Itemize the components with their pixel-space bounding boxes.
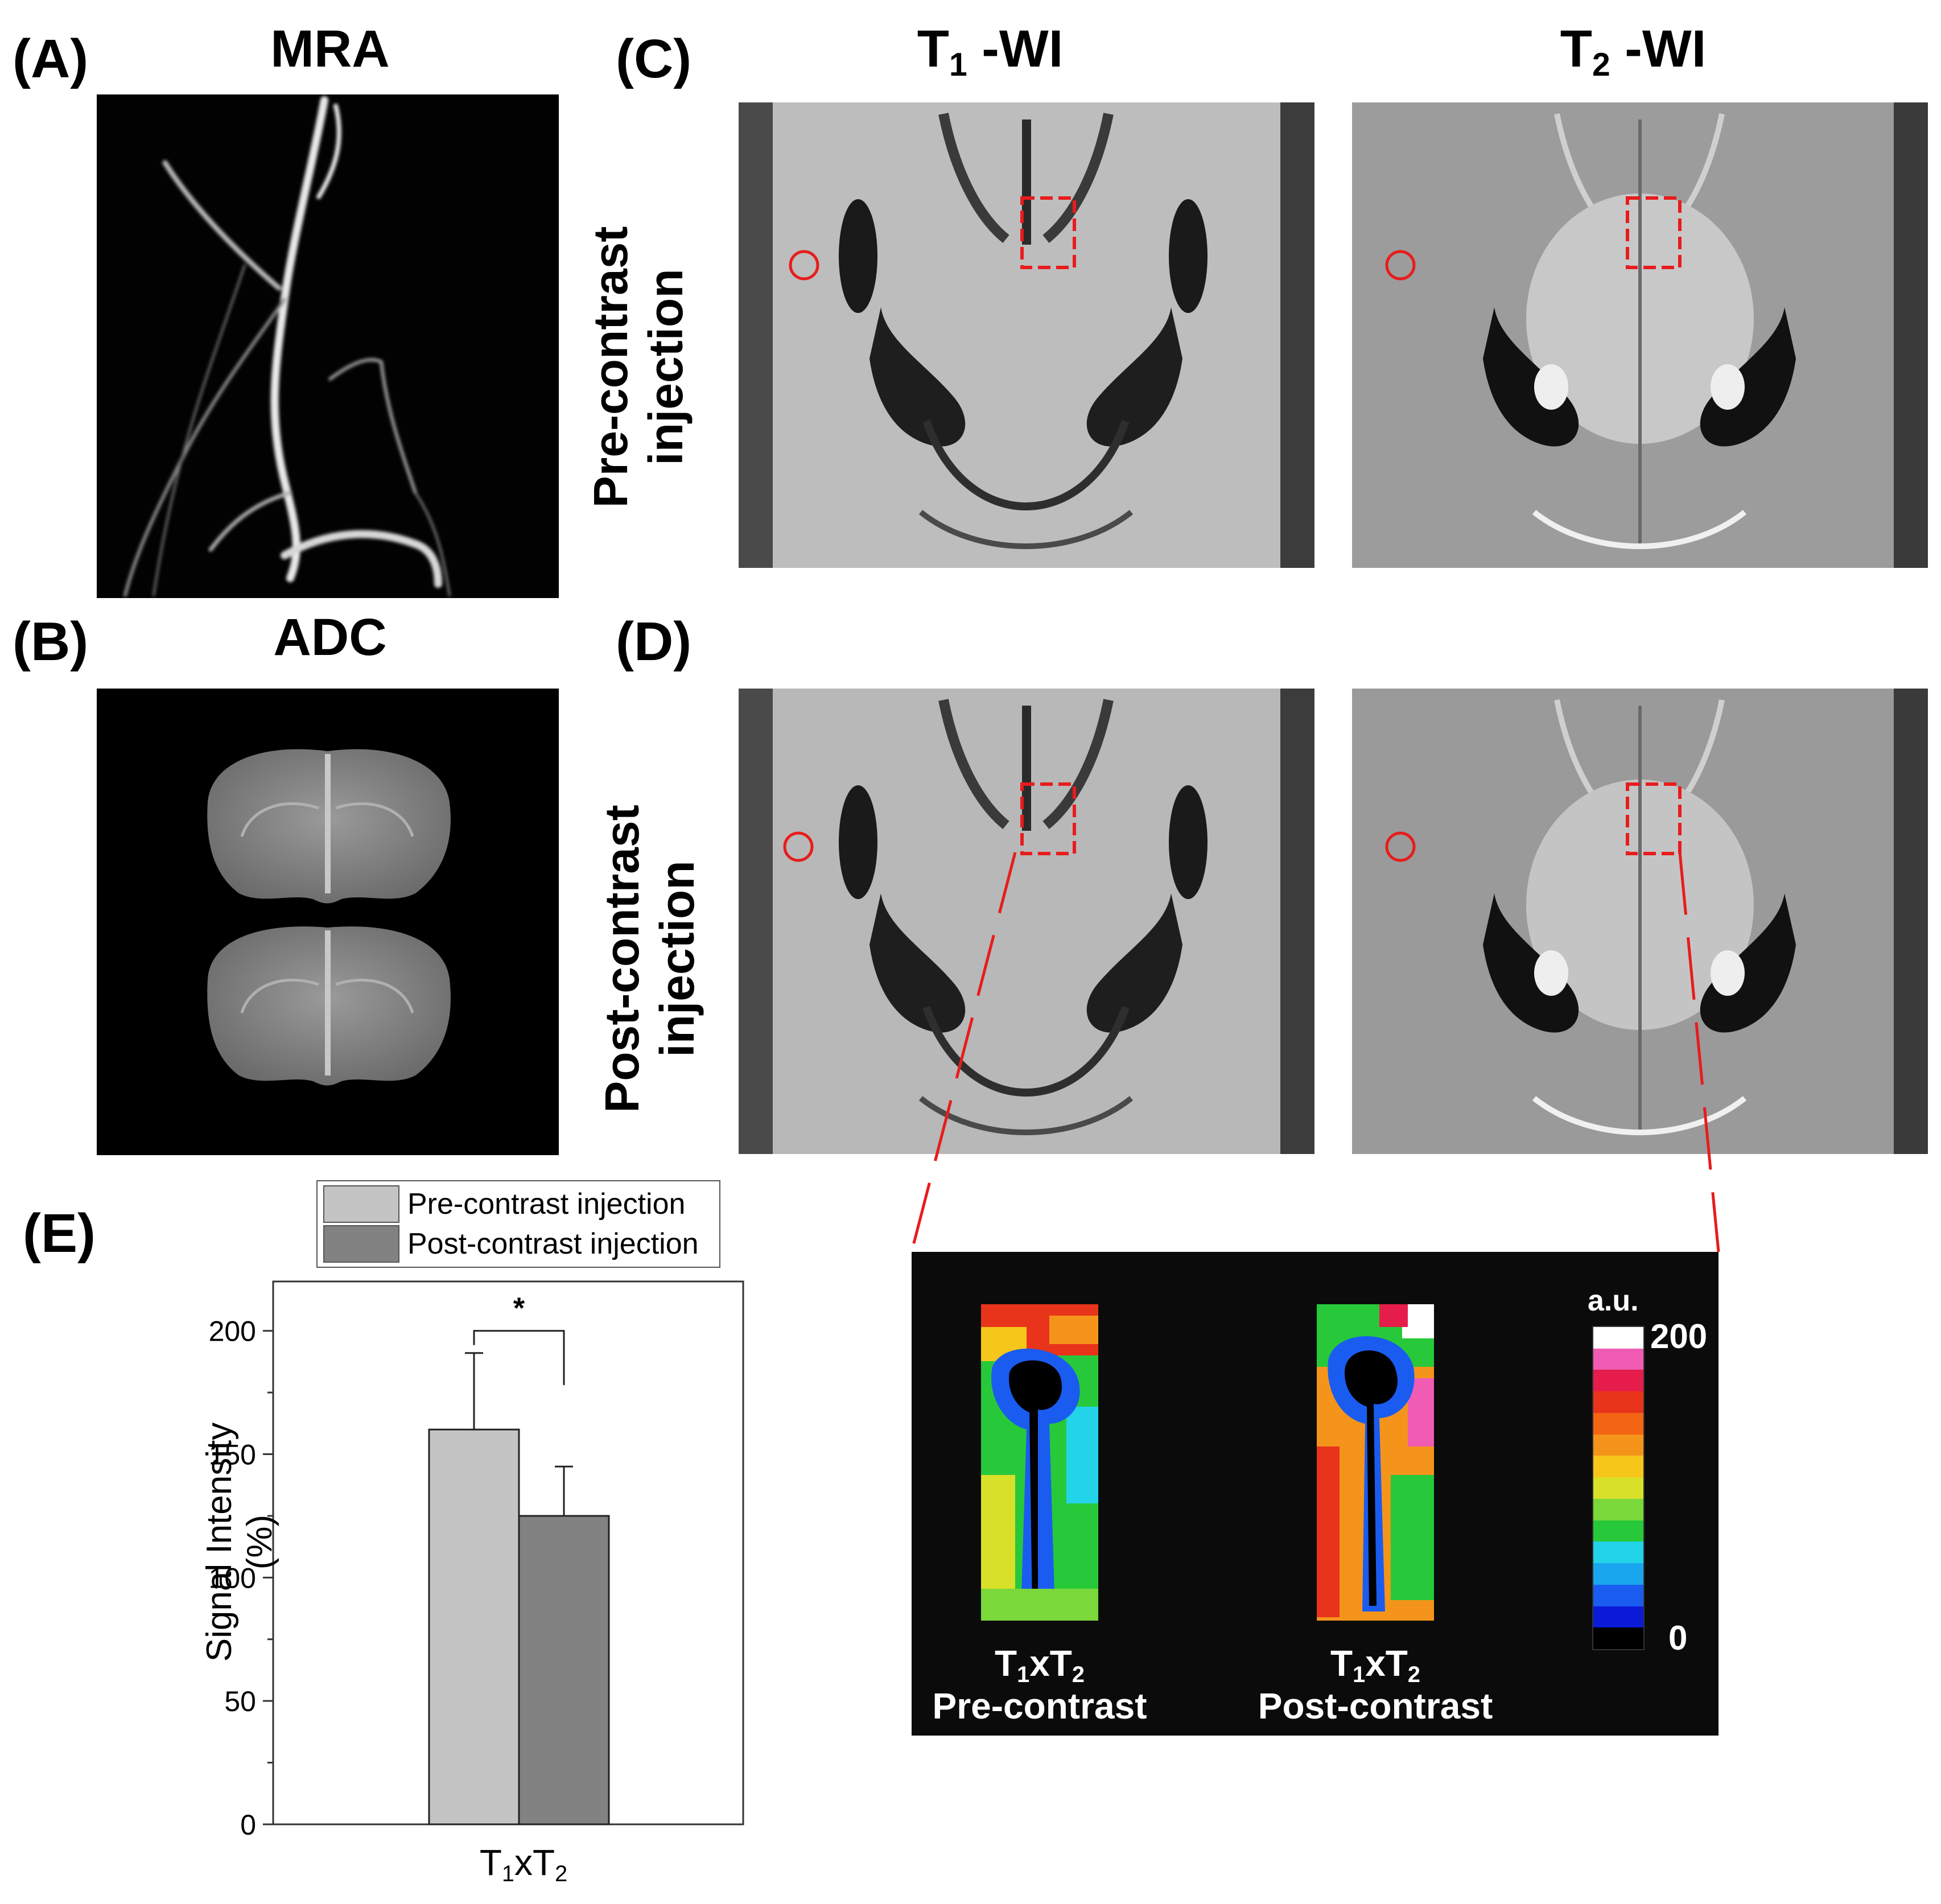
t1-pre-contrast-image: [739, 102, 1314, 568]
colorbar-segment: [1593, 1391, 1643, 1413]
t1-wi-title: T1 -WI: [917, 20, 1064, 83]
legend: Pre-contrast injection Post-contrast inj…: [316, 1180, 720, 1268]
colorbar-segment: [1593, 1326, 1643, 1349]
x-tick-label: T1xT2: [479, 1842, 568, 1887]
legend-swatch-pre: [323, 1185, 399, 1223]
colorbar-max-label: 200: [1650, 1317, 1708, 1355]
mra-title: MRA: [270, 20, 390, 78]
legend-item-post: Post-contrast injection: [323, 1225, 699, 1263]
panel-label-c: (C): [616, 28, 692, 89]
y-tick-label: 200: [209, 1316, 256, 1347]
colorbar-segment: [1593, 1606, 1643, 1628]
y-axis-label: Signal Intensity (%): [200, 1422, 279, 1662]
colorbar-segment: [1593, 1584, 1643, 1606]
colorbar: [1592, 1326, 1645, 1650]
heatmap-pre-contrast: [981, 1304, 1098, 1621]
legend-label-pre: Pre-contrast injection: [407, 1188, 686, 1221]
colorbar-segment: [1593, 1456, 1643, 1478]
t2-wi-title: T2 -WI: [1560, 20, 1707, 83]
t2-pre-contrast-image: [1352, 102, 1928, 568]
significance-star: *: [513, 1292, 525, 1325]
y-tick-label: 0: [240, 1809, 256, 1841]
colorbar-segment: [1593, 1370, 1643, 1392]
colorbar-segment: [1593, 1542, 1643, 1564]
legend-label-post: Post-contrast injection: [407, 1227, 699, 1260]
heatmap-pre-label: T1xT2 Pre-contrast: [932, 1643, 1147, 1726]
panel-label-a: (A): [13, 28, 89, 89]
significance-bracket: [473, 1330, 565, 1386]
t2-post-contrast-image: [1352, 689, 1928, 1154]
heatmap-post-contrast: [1317, 1304, 1434, 1621]
plot-frame: [272, 1280, 744, 1825]
t1-post-contrast-image: [739, 689, 1314, 1154]
colorbar-segment: [1593, 1627, 1643, 1649]
panel-label-d: (D): [616, 611, 692, 672]
bar-post-contrast: [518, 1515, 610, 1825]
colorbar-min-label: 0: [1668, 1619, 1688, 1657]
colorbar-segment: [1593, 1477, 1643, 1499]
colorbar-segment: [1593, 1348, 1643, 1370]
colorbar-segment: [1593, 1434, 1643, 1456]
adc-title: ADC: [273, 608, 387, 666]
row-label-post-contrast: Post-contrast injection: [595, 805, 704, 1113]
mra-image: [97, 94, 559, 598]
y-tick-label: 50: [224, 1685, 256, 1717]
panel-label-e: (E): [23, 1203, 96, 1264]
colorbar-segment: [1593, 1563, 1643, 1585]
bar-pre-contrast: [428, 1428, 520, 1825]
legend-swatch-post: [323, 1225, 399, 1263]
row-label-pre-contrast: Pre-contrast injection: [584, 226, 693, 508]
colorbar-segment: [1593, 1520, 1643, 1542]
zoom-panel: T1xT2 Pre-contrast T1xT2 Post-contrast a…: [912, 1252, 1719, 1736]
legend-item-pre: Pre-contrast injection: [323, 1185, 685, 1223]
heatmap-post-label: T1xT2 Post-contrast: [1258, 1643, 1493, 1726]
colorbar-segment: [1593, 1498, 1643, 1520]
roi-circle: [789, 250, 819, 281]
panel-label-b: (B): [13, 611, 89, 672]
adc-image: [97, 689, 559, 1155]
colorbar-unit: a.u.: [1588, 1284, 1639, 1317]
colorbar-segment: [1593, 1412, 1643, 1435]
